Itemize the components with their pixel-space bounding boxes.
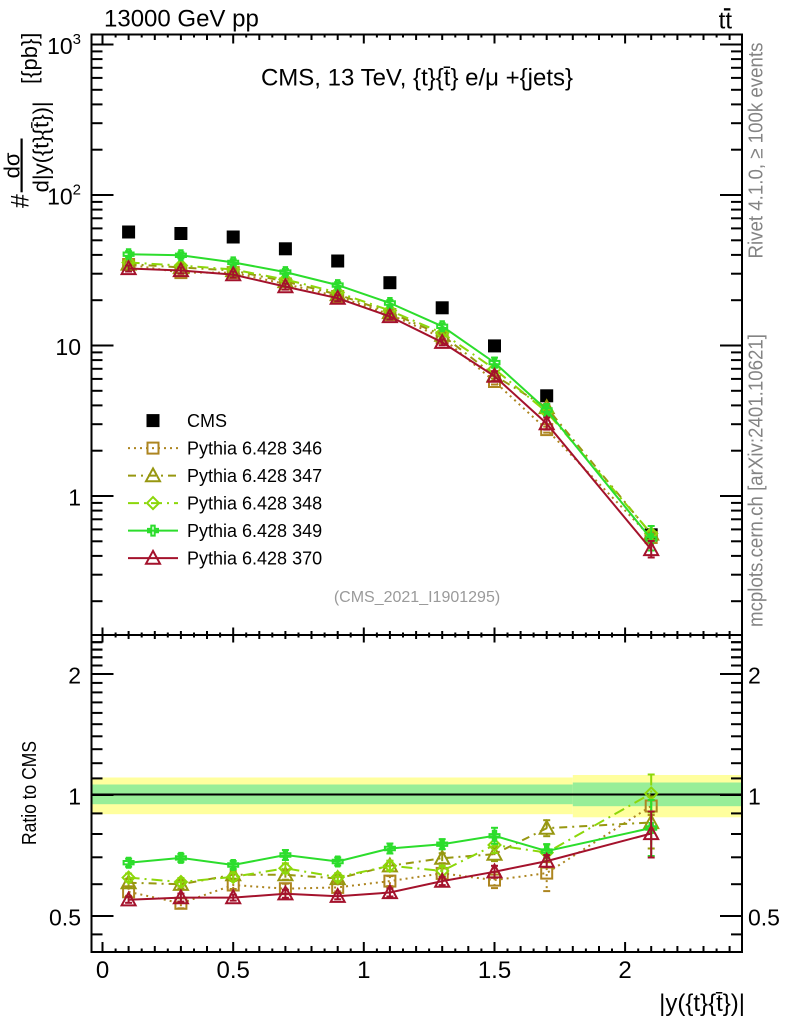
svg-text:#: #	[7, 194, 35, 208]
svg-text:1: 1	[357, 957, 370, 984]
svg-text:2: 2	[618, 957, 631, 984]
svg-text:mcplots.cern.ch [arXiv:2401.10: mcplots.cern.ch [arXiv:2401.10621]	[745, 334, 768, 627]
svg-text:Rivet 4.1.0, ≥ 100k events: Rivet 4.1.0, ≥ 100k events	[745, 42, 768, 258]
svg-text:Pythia 6.428 346: Pythia 6.428 346	[187, 439, 322, 459]
svg-text:1: 1	[68, 784, 81, 810]
svg-text:0.5: 0.5	[217, 957, 250, 984]
svg-text:1.5: 1.5	[478, 957, 511, 984]
svg-text:0.5: 0.5	[49, 905, 81, 931]
svg-text:0.5: 0.5	[748, 905, 780, 931]
svg-text:10: 10	[55, 334, 81, 360]
svg-text:CMS, 13 TeV, {t}{t̄} e/μ +{jet: CMS, 13 TeV, {t}{t̄} e/μ +{jets}	[261, 65, 573, 92]
svg-text:[{pb}]: [{pb}]	[17, 33, 42, 84]
svg-text:1: 1	[748, 784, 761, 810]
svg-text:d|y({t}{t̄})|: d|y({t}{t̄})|	[29, 101, 54, 192]
svg-text:tt: tt	[719, 8, 733, 35]
svg-text:2: 2	[748, 663, 761, 689]
svg-text:0: 0	[96, 957, 109, 984]
svg-text:Ratio to CMS: Ratio to CMS	[18, 741, 40, 845]
svg-text:13000 GeV pp: 13000 GeV pp	[104, 6, 259, 33]
svg-text:1: 1	[68, 485, 81, 511]
svg-text:2: 2	[68, 663, 81, 689]
svg-text:Pythia 6.428 349: Pythia 6.428 349	[187, 521, 322, 541]
svg-text:|y({t}{t̄})|: |y({t}{t̄})|	[659, 990, 745, 1017]
svg-text:Pythia 6.428 347: Pythia 6.428 347	[187, 466, 322, 486]
svg-text:(CMS_2021_I1901295): (CMS_2021_I1901295)	[334, 589, 500, 606]
svg-text:Pythia 6.428 348: Pythia 6.428 348	[187, 494, 322, 514]
svg-text:CMS: CMS	[187, 411, 227, 431]
svg-text:Pythia 6.428 370: Pythia 6.428 370	[187, 549, 322, 569]
